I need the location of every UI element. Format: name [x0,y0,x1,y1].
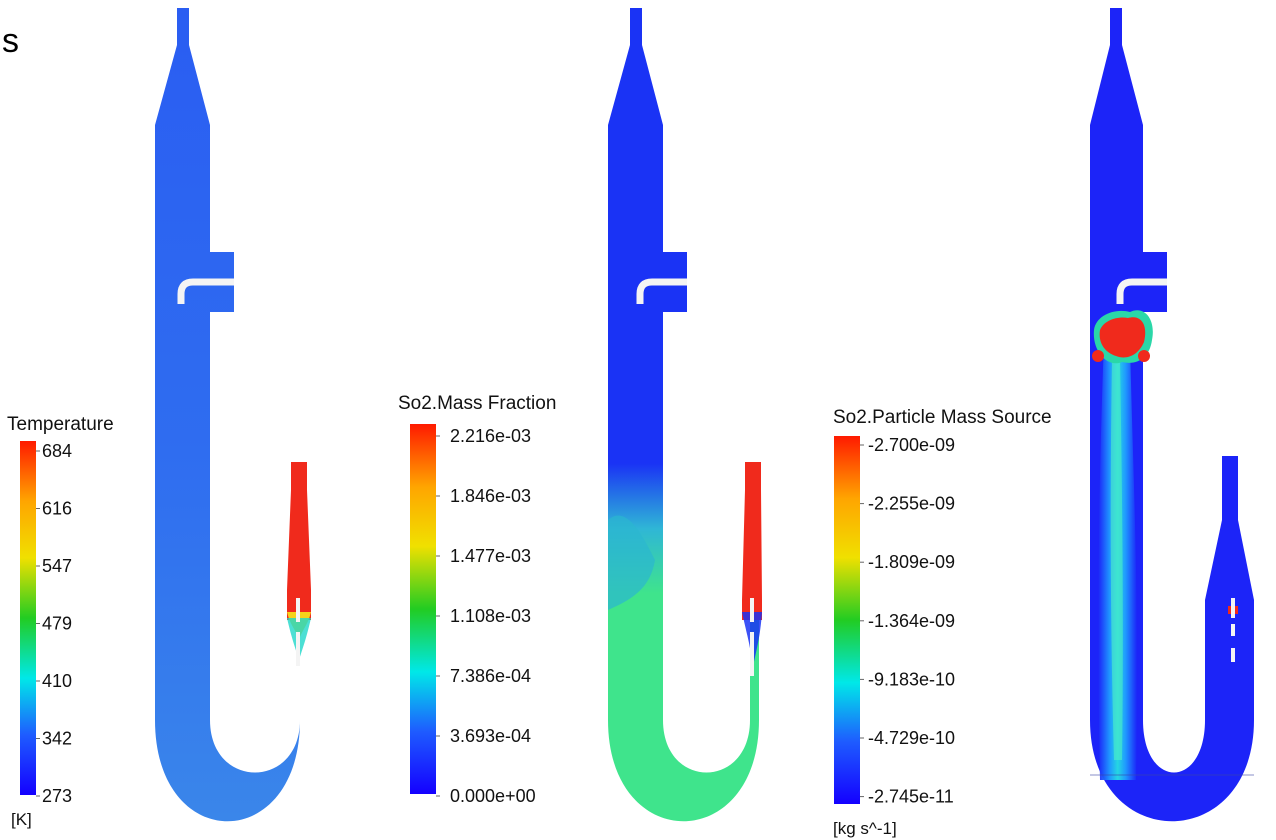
color-scale-bar [834,436,860,804]
legend-tick-label: 1.108e-03 [450,606,531,626]
legend-tick-label: 410 [42,671,72,691]
so2-particle-mass-source-legend: So2.Particle Mass Source -2.700e-09 -2.25… [833,407,1052,838]
legend-tick-label: 0.000e+00 [450,786,536,806]
legend-tick-label: -4.729e-10 [868,728,955,748]
so2-mass-fraction-contour [608,8,762,822]
color-scale-bar [410,424,436,794]
legend-tick-label: 479 [42,614,72,634]
legend-tick-label: 616 [42,499,72,519]
legend-tick-label: 7.386e-04 [450,666,531,686]
legend-title: Temperature [7,414,114,435]
legend-tick-label: 342 [42,729,72,749]
legend-tick-label: 1.477e-03 [450,546,531,566]
legend-tick-label: 1.846e-03 [450,486,531,506]
legend-tick-label: 684 [42,441,72,461]
legend-tick-label: -1.809e-09 [868,552,955,572]
color-scale-bar [20,441,36,795]
so2-mass-fraction-legend: So2.Mass Fraction 2.216e-03 1.846e-03 1.47… [398,393,556,806]
legend-tick-label: -2.745e-11 [868,787,954,807]
legend-tick-label: 2.216e-03 [450,426,531,446]
legend-title: So2.Mass Fraction [398,393,556,414]
corner-label: s [2,22,19,60]
legend-tick-label: -1.364e-09 [868,611,955,631]
temperature-legend: Temperature 684 616 547 479 410 342 273 [K] [7,414,114,829]
temperature-contour [155,8,311,822]
legend-unit: [kg s^-1] [833,819,897,838]
legend-tick-label: -2.700e-09 [868,435,955,455]
legend-tick-label: -2.255e-09 [868,494,955,514]
so2-particle-mass-source-contour [1090,8,1254,822]
legend-unit: [K] [11,810,32,829]
legend-tick-label: 547 [42,556,72,576]
legend-title: So2.Particle Mass Source [833,407,1052,428]
legend-tick-label: -9.183e-10 [868,669,955,689]
legend-tick-label: 273 [42,786,72,806]
legend-tick-label: 3.693e-04 [450,726,531,746]
